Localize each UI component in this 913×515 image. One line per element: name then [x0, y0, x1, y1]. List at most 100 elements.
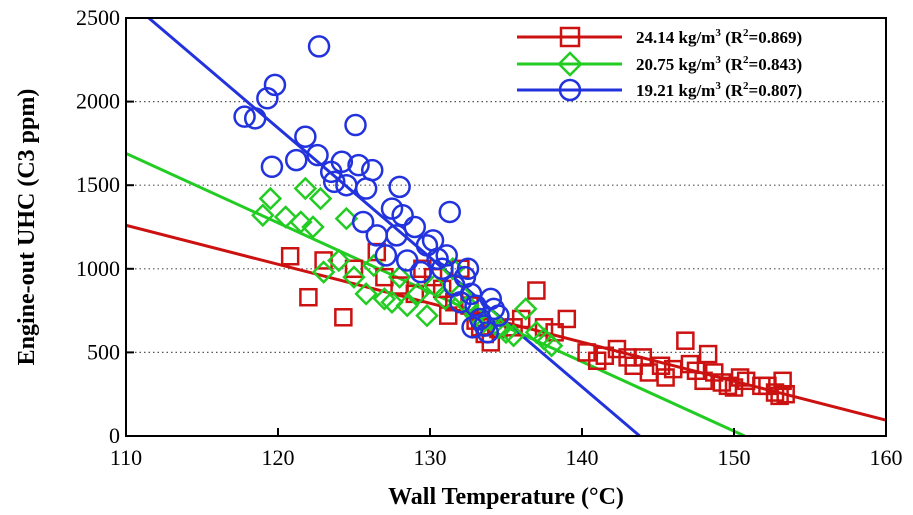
x-axis-title: Wall Temperature (°C) [388, 484, 624, 510]
legend-circle-marker [558, 78, 582, 102]
data-point-square [776, 384, 795, 404]
data-point-square [680, 354, 700, 374]
data-point-circle [347, 153, 370, 177]
data-point-diamond [258, 186, 283, 211]
data-point-square [511, 309, 531, 329]
data-point-circle [487, 304, 510, 327]
data-point-diamond [251, 203, 275, 228]
data-point-square [280, 247, 300, 266]
legend: 24.14 kg/m3 (R2=0.869) 20.75 kg/m3 (R2=0… [517, 26, 802, 102]
x-tick-label: 150 [718, 445, 751, 470]
data-point-square [299, 287, 318, 307]
data-point-diamond [372, 287, 397, 311]
x-tick-label: 120 [262, 445, 295, 470]
y-tick-label: 500 [87, 339, 120, 364]
data-point-diamond [301, 215, 325, 239]
data-point-circle [391, 204, 414, 227]
data-point-circle [322, 170, 346, 194]
x-tick-label: 140 [566, 445, 599, 470]
data-point-diamond [539, 333, 564, 358]
legend-diamond-marker [557, 51, 583, 77]
data-point-diamond [406, 282, 430, 306]
data-point-diamond [308, 186, 333, 211]
data-point-square [724, 378, 744, 397]
data-point-circle [256, 87, 279, 110]
x-tick-label: 160 [870, 445, 903, 470]
data-point-diamond [334, 206, 359, 231]
y-tick-label: 1500 [76, 172, 120, 197]
data-point-diamond [415, 303, 439, 328]
data-point-circle [426, 247, 449, 271]
data-point-circle [307, 35, 331, 58]
data-point-diamond [354, 282, 378, 306]
data-point-square [557, 309, 577, 329]
data-point-diamond [342, 265, 366, 289]
fit-line-2 [147, 18, 641, 436]
axis-ticks: 0 500 1000 1500 2000 2500 110 120 130 140 150 160 [76, 5, 903, 470]
data-points [233, 35, 795, 406]
data-point-circle [330, 150, 354, 174]
data-point-square [595, 346, 615, 365]
data-point-diamond [494, 320, 518, 345]
data-point-circle [243, 107, 267, 130]
series-0-points [280, 242, 795, 406]
grid [126, 100, 886, 353]
data-point-square [432, 279, 452, 299]
data-point-circle [263, 73, 287, 97]
data-point-diamond [361, 253, 386, 278]
legend-label-2: 19.21 kg/m3 (R2=0.807) [636, 80, 802, 100]
data-point-square [698, 344, 718, 364]
data-point-square [773, 371, 792, 391]
data-point-diamond [293, 176, 318, 201]
data-point-circle [456, 257, 480, 281]
data-point-diamond [311, 260, 336, 284]
data-point-circle [306, 143, 329, 167]
plot-area [126, 18, 886, 436]
data-point-diamond [387, 265, 412, 289]
y-tick-label: 2500 [76, 5, 120, 30]
data-point-square [712, 373, 732, 392]
data-point-square [651, 356, 671, 376]
data-point-diamond [422, 273, 447, 298]
data-point-square [344, 259, 364, 279]
data-point-circle [385, 224, 408, 247]
y-axis-title: Engine-out UHC (C3 ppm) [14, 89, 40, 366]
data-point-circle [284, 148, 308, 172]
data-point-circle [476, 321, 500, 344]
data-point-square [730, 368, 750, 387]
data-point-circle [351, 210, 375, 234]
x-tick-label: 130 [414, 445, 447, 470]
plot-frame [125, 17, 887, 437]
data-point-circle [409, 260, 433, 284]
series-2-points [233, 35, 510, 344]
data-point-square [314, 251, 333, 270]
data-point-diamond [327, 248, 351, 273]
legend-label-1: 20.75 kg/m3 (R2=0.843) [636, 54, 802, 74]
data-point-diamond [395, 293, 419, 318]
data-point-diamond [289, 210, 313, 234]
data-point-circle [294, 125, 317, 148]
data-point-diamond [513, 297, 538, 321]
data-point-circle [438, 200, 462, 224]
data-point-circle [395, 249, 419, 272]
legend-label-0: 24.14 kg/m3 (R2=0.869) [636, 27, 802, 47]
y-tick-label: 2000 [76, 89, 120, 114]
series-1-points [251, 176, 564, 358]
data-point-circle [344, 113, 367, 137]
data-point-square [676, 331, 695, 350]
data-point-diamond [380, 290, 404, 315]
data-point-circle [403, 215, 427, 239]
data-point-circle [430, 257, 454, 281]
data-point-circle [461, 316, 484, 339]
legend-square-marker [559, 26, 581, 48]
data-point-circle [482, 297, 506, 321]
data-point-circle [233, 105, 256, 128]
data-point-circle [388, 175, 411, 199]
x-tick-label: 110 [110, 445, 142, 470]
data-point-diamond [273, 205, 298, 229]
data-point-square [527, 281, 546, 300]
data-point-diamond [501, 323, 526, 348]
y-tick-label: 0 [109, 423, 120, 448]
